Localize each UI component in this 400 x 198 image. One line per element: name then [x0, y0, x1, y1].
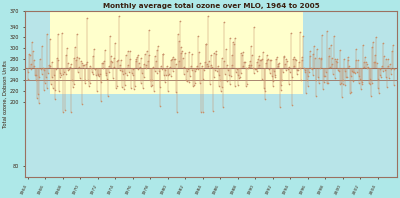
Y-axis label: Total ozone, Dobson Units: Total ozone, Dobson Units: [3, 60, 8, 128]
Title: Monthly average total ozone over MLO, 1964 to 2005: Monthly average total ozone over MLO, 19…: [103, 3, 320, 9]
Bar: [50, 10, 303, 94]
